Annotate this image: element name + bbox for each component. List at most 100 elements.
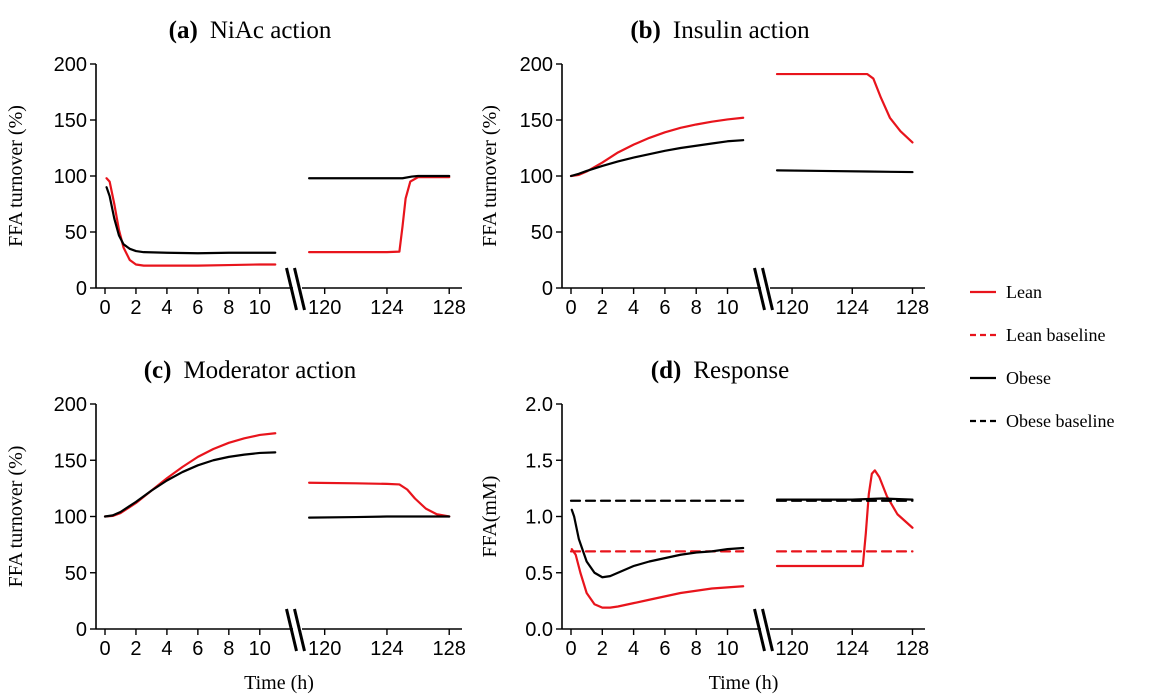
panel-d-axis-break-mark: [761, 608, 774, 652]
panel-c-axis-break-mark: [293, 608, 306, 652]
panel-c-xtick-label: 120: [308, 638, 341, 660]
panel-b-axis-break-mark: [753, 267, 766, 311]
panel-c-ytick-label: 0: [76, 619, 87, 641]
panel-b-series-obese-right: [775, 169, 914, 174]
panel-a-series-obese-left: [105, 186, 277, 255]
panel-c-series-obese-left: [103, 451, 277, 518]
panel-a-ytick-label: 150: [54, 110, 87, 132]
panel-c-ytick-label: 200: [54, 394, 87, 416]
panel-d-ytick-label: 0.0: [525, 619, 553, 641]
panel-b-ytick-label: 50: [531, 222, 553, 244]
panel-d-xlabel: Time (h): [709, 672, 779, 694]
panel-a-title: (a) NiAc action: [169, 17, 332, 44]
panel-b-xtick-label: 124: [836, 297, 869, 319]
panel-c-ytick-label: 150: [54, 450, 87, 472]
panel-b-ytick-label: 200: [520, 54, 553, 76]
panel-d: (d) Response 0.0 0.5 1.0 1.5 2.0 FFA(mM) 0 2 4 6 8 10…: [479, 357, 929, 694]
panel-d-xtick-label: 8: [691, 638, 702, 660]
panel-d-series-obese-left: [570, 508, 745, 579]
panel-b-ytick-label: 0: [542, 278, 553, 300]
panel-a-axis-break-mark: [285, 267, 298, 311]
panel-c-ytick-label: 100: [54, 507, 87, 529]
panel-b-xtick-label: 120: [775, 297, 808, 319]
panel-c-title: (c) Moderator action: [144, 357, 357, 384]
panel-c-title-text: Moderator action: [183, 357, 356, 384]
panel-b-series-lean-right: [775, 72, 914, 144]
panel-d-xtick-label: 6: [659, 638, 670, 660]
panel-c-xtick-label: 2: [130, 638, 141, 660]
panel-d-series-obese-right: [775, 497, 914, 501]
panel-d-series-lean-left: [570, 548, 745, 609]
panel-b-xtick-label: 10: [716, 297, 738, 319]
panel-c-series-lean-left: [103, 432, 277, 518]
panel-b-ytick-label: 150: [520, 110, 553, 132]
panel-c-xtick-label: 8: [223, 638, 234, 660]
panel-d-xtick-label: 2: [597, 638, 608, 660]
panel-b-ylabel: FFA turnover (%): [479, 105, 501, 247]
panel-c-xtick-label: 124: [370, 638, 403, 660]
panel-d-xtick-label: 120: [775, 638, 808, 660]
panel-d-xtick-label: 4: [628, 638, 639, 660]
panel-d-xtick-label: 0: [565, 638, 576, 660]
panel-d-xtick-label: 124: [836, 638, 869, 660]
panel-d-ylabel: FFA(mM): [479, 476, 501, 558]
panel-a-ylabel: FFA turnover (%): [5, 105, 27, 247]
panel-b-xtick-label: 8: [691, 297, 702, 319]
panel-c-letter: (c): [144, 357, 172, 384]
panel-c-xlabel: Time (h): [244, 672, 314, 694]
panel-a-xtick-label: 2: [130, 297, 141, 319]
panel-a-xtick-label: 4: [161, 297, 172, 319]
panel-c-series-obese-right: [308, 515, 451, 519]
panel-b-letter: (b): [630, 17, 661, 44]
panel-c-xtick-label: 6: [192, 638, 203, 660]
panel-b-title: (b) Insulin action: [630, 17, 810, 44]
panel-a-xtick-label: 0: [99, 297, 110, 319]
panel-d-title: (d) Response: [651, 357, 789, 384]
panel-d-ytick-label: 0.5: [525, 563, 553, 585]
panel-d-ytick-label: 1.5: [525, 450, 553, 472]
panel-b-ytick-label: 100: [520, 166, 553, 188]
legend-label-obese-baseline: Obese baseline: [1006, 411, 1114, 431]
panel-b-xtick-label: 4: [628, 297, 639, 319]
panel-c-xtick-label: 10: [249, 638, 271, 660]
panel-d-xtick-label: 128: [896, 638, 929, 660]
panel-b-xtick-label: 128: [896, 297, 929, 319]
panel-c-series-lean-right: [308, 481, 451, 518]
panel-d-axis-break-mark: [753, 608, 766, 652]
panel-a-ytick-label: 200: [54, 54, 87, 76]
panel-a-xtick-label: 8: [223, 297, 234, 319]
panel-a-axis-break-mark: [293, 267, 306, 311]
panel-a-ytick-label: 0: [76, 278, 87, 300]
panel-b-series-obese-left: [569, 139, 745, 178]
panel-b-title-text: Insulin action: [673, 17, 810, 44]
panel-a-xtick-label: 10: [249, 297, 271, 319]
panel-a-ytick-label: 50: [65, 222, 87, 244]
panel-a-xtick-label: 124: [370, 297, 403, 319]
panel-d-ytick-label: 2.0: [525, 394, 553, 416]
panel-b-axis-break-mark: [761, 267, 774, 311]
panel-a-xtick-label: 128: [433, 297, 466, 319]
panel-a-series-obese-right: [308, 174, 451, 180]
panel-a-title-text: NiAc action: [210, 17, 332, 44]
panel-b-xtick-label: 6: [659, 297, 670, 319]
panel-b-xtick-label: 0: [565, 297, 576, 319]
panel-a-series-lean-left: [105, 177, 277, 267]
panel-d-xtick-label: 10: [716, 638, 738, 660]
panel-a-letter: (a): [169, 17, 198, 44]
panel-d-letter: (d): [651, 357, 682, 384]
panel-d-title-text: Response: [693, 357, 789, 384]
legend: Lean Lean baseline Obese Obese baseline: [970, 282, 1114, 431]
panel-c-xtick-label: 128: [433, 638, 466, 660]
panel-c-ylabel: FFA turnover (%): [5, 446, 27, 588]
panel-c-axis-break-mark: [285, 608, 298, 652]
panel-b-xtick-label: 2: [597, 297, 608, 319]
legend-label-lean: Lean: [1006, 282, 1042, 302]
panel-a-xtick-label: 120: [308, 297, 341, 319]
panel-c-xtick-label: 4: [161, 638, 172, 660]
legend-label-lean-baseline: Lean baseline: [1006, 325, 1105, 345]
